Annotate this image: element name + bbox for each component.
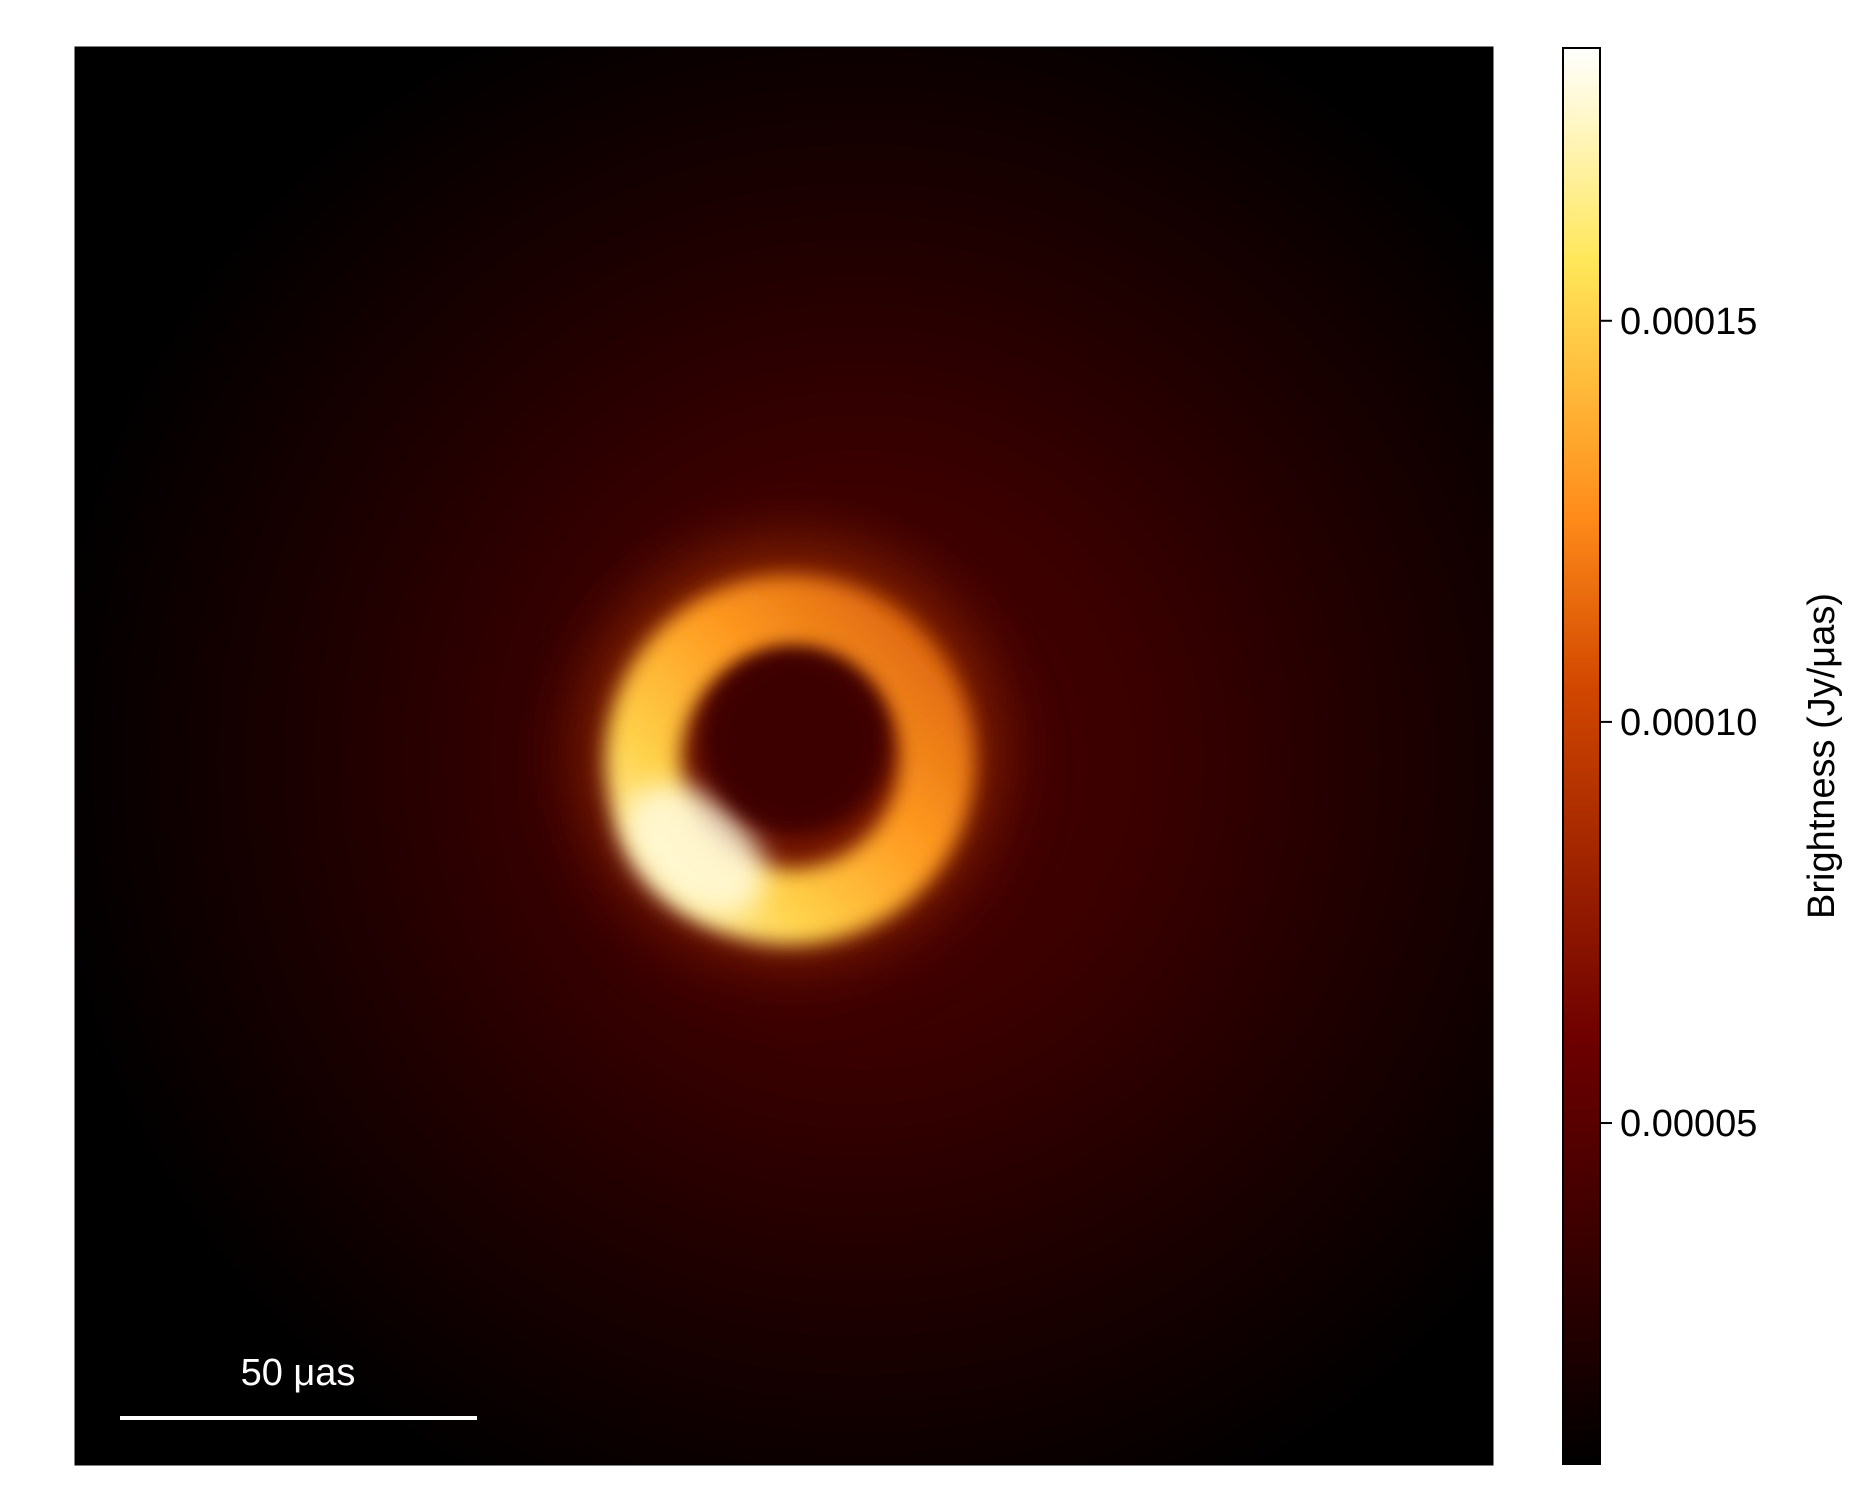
ring [605,575,975,945]
colorbar-tick-label: 0.00005 [1620,1103,1757,1145]
scale-bar-label: 50 μas [241,1352,356,1394]
colorbar-frame [1562,47,1601,1465]
colorbar-ticks: 0.00005 0.00010 0.00015 [1600,301,1757,1145]
colorbar: 0.00005 0.00010 0.00015 Brightness (Jy/μas… [1562,47,1843,1465]
colorbar-gradient [1563,48,1600,1464]
colorbar-label: Brightness (Jy/μas) [1801,593,1843,919]
colorbar-tick-label: 0.00015 [1620,301,1757,343]
colorbar-tick-label: 0.00010 [1620,702,1757,744]
heatmap-image: 50 μas [75,47,1493,1465]
ring-interior [703,648,887,832]
heatmap-frame [74,46,1494,1466]
ring-hotspot [625,784,765,916]
scale-bar: 50 μas [120,1352,477,1420]
